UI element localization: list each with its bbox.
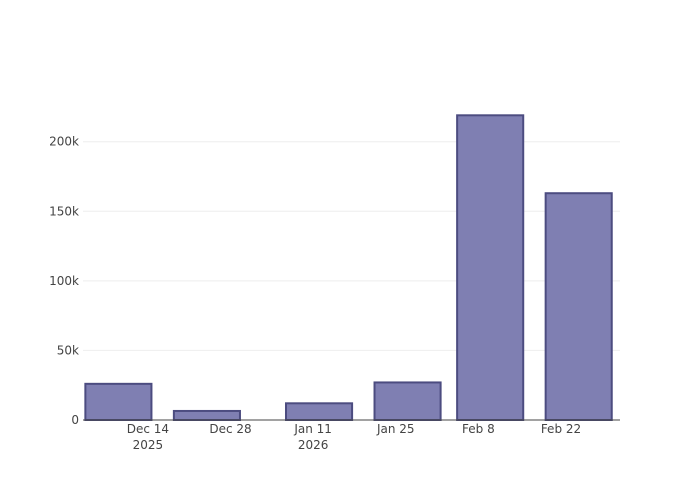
bars: [84, 114, 613, 422]
x-tick-line: Feb 22: [541, 422, 581, 436]
y-tick-label: 200k: [49, 135, 79, 149]
y-tick-label: 50k: [57, 343, 79, 357]
y-tick-label: 100k: [49, 274, 79, 288]
y-tick-label: 150k: [49, 204, 79, 218]
bar: [84, 382, 153, 421]
x-tick-label: Dec 28: [209, 422, 251, 436]
x-tick-line: 2026: [298, 438, 329, 452]
x-tick-line: Jan 25: [376, 422, 415, 436]
bar: [284, 402, 354, 422]
bar: [373, 381, 442, 421]
x-tick-line: 2025: [133, 438, 164, 452]
x-tick-label: Jan 25: [376, 422, 415, 436]
bar: [544, 192, 613, 421]
x-tick-label: Jan 11 2026: [293, 422, 332, 452]
x-tick-label: Feb 22: [541, 422, 581, 436]
x-tick-line: Jan 11: [293, 422, 332, 436]
bar: [172, 409, 241, 421]
x-tick-line: Dec 28: [209, 422, 251, 436]
y-tick-label: 0: [71, 413, 79, 427]
x-tick-label: Feb 8: [462, 422, 495, 436]
x-tick-label: Dec 14 2025: [127, 422, 169, 452]
x-tick-line: Feb 8: [462, 422, 495, 436]
grid: [83, 141, 620, 351]
x-tick-line: Dec 14: [127, 422, 169, 436]
bar: [456, 114, 525, 421]
